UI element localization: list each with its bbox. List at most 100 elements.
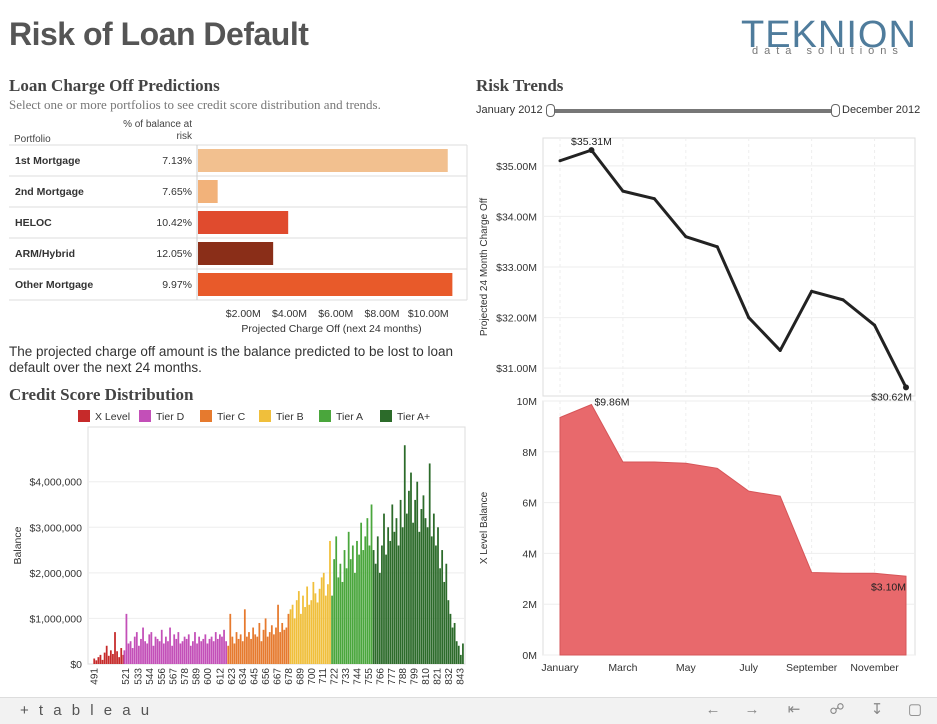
legend-label[interactable]: Tier D [156, 411, 185, 423]
credit-score-bar[interactable] [114, 632, 116, 664]
credit-score-bar[interactable] [302, 595, 304, 664]
credit-score-bar[interactable] [131, 648, 134, 664]
credit-score-bar[interactable] [418, 531, 421, 664]
legend-swatch[interactable] [139, 410, 151, 422]
credit-score-bar[interactable] [173, 634, 176, 664]
credit-score-bar[interactable] [101, 659, 104, 664]
credit-score-bar[interactable] [233, 643, 236, 664]
credit-score-bar[interactable] [283, 629, 286, 664]
credit-score-bar[interactable] [221, 636, 223, 664]
credit-score-bar[interactable] [268, 632, 271, 664]
credit-score-bar[interactable] [447, 600, 450, 664]
credit-score-bar[interactable] [291, 604, 294, 664]
credit-score-bar[interactable] [248, 632, 250, 664]
credit-score-bar[interactable] [403, 445, 406, 664]
trend-point[interactable] [652, 197, 656, 201]
charge-off-bar[interactable] [198, 211, 289, 234]
trend-point[interactable] [715, 245, 719, 249]
credit-score-bar[interactable] [241, 641, 244, 664]
credit-score-bar[interactable] [430, 536, 433, 664]
credit-score-bar[interactable] [441, 550, 444, 664]
credit-score-bar[interactable] [327, 584, 329, 664]
credit-score-bar[interactable] [287, 613, 290, 664]
credit-score-bar[interactable] [243, 609, 246, 664]
credit-score-bar[interactable] [270, 625, 273, 664]
credit-score-bar[interactable] [356, 540, 358, 664]
credit-score-bar[interactable] [150, 632, 153, 664]
credit-score-bar[interactable] [297, 591, 300, 664]
credit-score-bar[interactable] [329, 540, 331, 664]
date-range-slider-end-handle[interactable] [831, 104, 840, 117]
credit-score-bar[interactable] [462, 643, 464, 664]
credit-score-bar[interactable] [254, 634, 257, 664]
credit-score-bar[interactable] [308, 604, 311, 664]
credit-score-bar[interactable] [107, 655, 110, 664]
trend-point[interactable] [684, 235, 688, 239]
fullscreen-icon[interactable]: ▢ [907, 701, 923, 718]
credit-score-bar[interactable] [122, 654, 125, 664]
credit-score-bar[interactable] [443, 581, 446, 664]
credit-score-bar[interactable] [165, 636, 167, 664]
credit-score-bar[interactable] [258, 622, 261, 664]
credit-score-bar[interactable] [192, 641, 194, 664]
credit-score-bar[interactable] [256, 636, 259, 664]
x-level-balance-area[interactable] [559, 403, 907, 656]
credit-score-bar[interactable] [156, 638, 159, 664]
trend-point[interactable] [778, 348, 782, 352]
credit-score-bar[interactable] [158, 641, 161, 664]
credit-score-bar[interactable] [455, 641, 458, 664]
credit-score-bar[interactable] [320, 577, 323, 664]
credit-score-bar[interactable] [264, 618, 267, 664]
credit-score-bar[interactable] [196, 643, 198, 664]
credit-score-bar[interactable] [351, 545, 354, 665]
credit-score-bar[interactable] [412, 522, 414, 664]
credit-score-bar[interactable] [364, 536, 367, 664]
credit-score-bar[interactable] [216, 638, 219, 664]
credit-score-bar[interactable] [439, 568, 441, 664]
credit-score-bar[interactable] [177, 632, 180, 664]
trend-label-point[interactable] [903, 384, 909, 391]
credit-score-bar[interactable] [358, 554, 360, 664]
credit-score-bar[interactable] [208, 638, 211, 664]
credit-score-bar[interactable] [397, 545, 400, 665]
credit-score-bar[interactable] [345, 568, 348, 664]
credit-score-bar[interactable] [99, 654, 102, 664]
credit-score-bar[interactable] [93, 658, 96, 664]
credit-score-bar[interactable] [123, 650, 126, 664]
credit-score-bar[interactable] [385, 554, 387, 664]
credit-score-bar[interactable] [97, 657, 100, 664]
portfolio-label[interactable]: Other Mortgage [15, 279, 93, 291]
credit-score-bar[interactable] [451, 627, 454, 664]
credit-score-bar[interactable] [204, 634, 207, 664]
credit-score-bar[interactable] [366, 518, 369, 664]
credit-score-bar[interactable] [105, 645, 108, 664]
credit-score-bar[interactable] [424, 518, 427, 664]
credit-score-bar[interactable] [391, 504, 394, 664]
risk-trends-chart[interactable]: $31.00M $32.00M $33.00M $34.00M $35.00M Proje… [470, 130, 937, 685]
credit-score-bar[interactable] [140, 638, 142, 664]
trend-point[interactable] [810, 289, 814, 293]
credit-score-bar[interactable] [154, 636, 157, 664]
credit-score-bar[interactable] [453, 622, 456, 664]
credit-score-bar[interactable] [171, 645, 174, 664]
credit-score-bar[interactable] [277, 604, 279, 664]
credit-score-bar[interactable] [214, 632, 217, 664]
credit-score-bar[interactable] [273, 634, 275, 664]
portfolio-label[interactable]: HELOC [15, 217, 52, 229]
credit-score-bar[interactable] [146, 643, 149, 664]
credit-score-bar[interactable] [300, 613, 302, 664]
credit-score-bar[interactable] [144, 641, 147, 664]
portfolio-label[interactable]: 2nd Mortgage [15, 186, 84, 198]
credit-score-bar[interactable] [212, 641, 215, 664]
credit-score-bar[interactable] [198, 636, 201, 664]
credit-score-bar[interactable] [275, 627, 277, 664]
charge-off-bar[interactable] [198, 273, 453, 296]
credit-score-bar[interactable] [374, 563, 377, 664]
credit-score-bar[interactable] [343, 550, 346, 664]
credit-score-bar[interactable] [341, 581, 344, 664]
credit-score-bar[interactable] [339, 563, 342, 664]
credit-score-bar[interactable] [260, 641, 263, 664]
credit-score-bar[interactable] [206, 643, 209, 664]
legend-label[interactable]: Tier C [217, 411, 246, 423]
trend-point[interactable] [841, 298, 845, 302]
